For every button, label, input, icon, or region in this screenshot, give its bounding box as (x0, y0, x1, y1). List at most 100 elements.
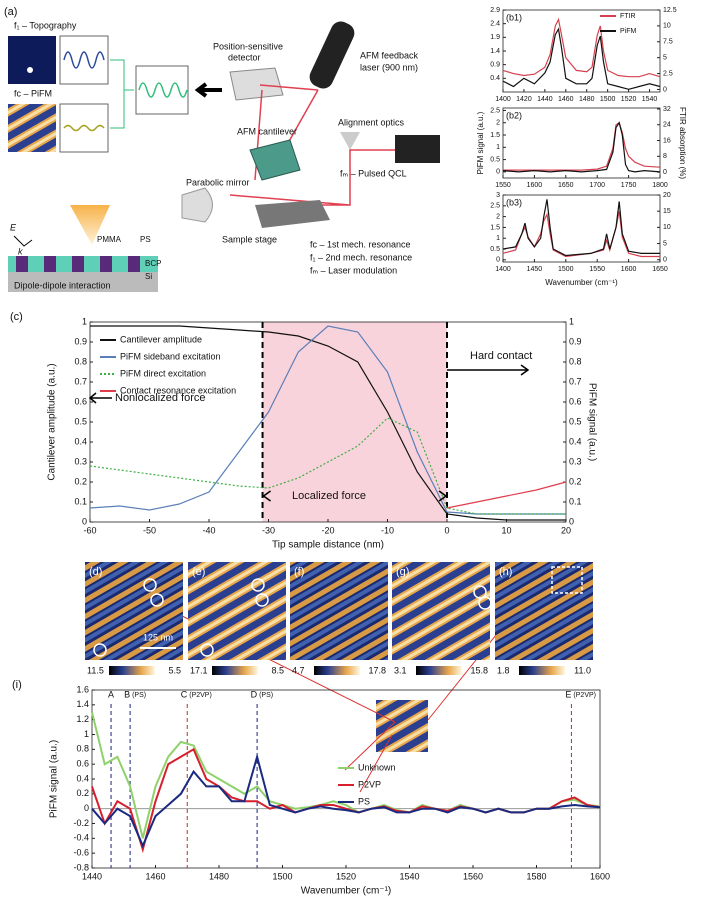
series-line (90, 325, 566, 521)
x-tick-label: -50 (143, 525, 156, 535)
y-axis-label: PiFM signal (a.u.) (476, 111, 485, 174)
y-tick-label: 0.9 (490, 62, 500, 69)
qcl (395, 135, 440, 163)
marker-note: (PS) (132, 692, 146, 699)
x-tick-label: 1520 (336, 871, 356, 881)
marker-note: (PS) (259, 692, 273, 699)
y-tick-label: -0.2 (73, 818, 89, 828)
x-tick-label: -30 (262, 525, 275, 535)
particle-marker (150, 593, 164, 607)
colorbar-max: 15.8 (470, 665, 488, 675)
y-tick-label: 0 (84, 803, 89, 813)
afm-image (188, 562, 286, 660)
inset-image (376, 700, 428, 752)
particle-marker (478, 596, 492, 610)
colorbar (519, 666, 565, 675)
y-tick-label: 0 (496, 169, 500, 176)
marker-label: B (124, 689, 130, 699)
y2-tick-label: 7.5 (663, 39, 673, 46)
detector (229, 67, 284, 101)
colorbar-max: 5.5 (168, 665, 181, 675)
particle-marker (473, 585, 487, 599)
y-tick-label: 1 (496, 144, 500, 151)
x-tick-label: 1420 (516, 96, 532, 103)
afm-image (495, 562, 593, 660)
y-tick-label: 1 (84, 729, 89, 739)
x-tick-label: -60 (83, 525, 96, 535)
panel-label: (c) (10, 311, 23, 323)
x-axis-label: Tip sample distance (nm) (272, 540, 384, 551)
x-tick-label: 10 (501, 525, 511, 535)
y-tick-label: 0.5 (74, 416, 87, 426)
x-tick-label: 1800 (652, 182, 668, 189)
y-tick-label: 0.5 (490, 156, 500, 163)
x-tick-label: 1440 (82, 871, 102, 881)
y-tick-label: 0.5 (490, 246, 500, 253)
y-tick-label: 0.6 (74, 396, 87, 406)
y2-tick-label: 0.9 (569, 336, 582, 346)
y2-tick-label: 0 (663, 257, 667, 264)
x-tick-label: 1700 (589, 182, 605, 189)
inset (159, 604, 501, 793)
label: Sample stage (222, 234, 277, 244)
wave (63, 124, 105, 132)
series-line (89, 417, 566, 515)
label: f₁ – 2nd mech. resonance (310, 252, 412, 262)
y2-tick-label: 5 (663, 55, 667, 62)
y-tick-label: 0 (496, 257, 500, 264)
colorbar (416, 666, 462, 675)
scale-bar-label: 125 nm (143, 632, 173, 642)
colorbar (109, 666, 155, 675)
x-tick-label: 1460 (558, 96, 574, 103)
y-tick-label: 2.4 (490, 21, 500, 28)
y-tick-label: 3 (496, 192, 500, 199)
y-tick-label: 1 (496, 235, 500, 242)
colorbar-min: 4.7 (292, 665, 305, 675)
particle-marker (255, 593, 269, 607)
y2-tick-label: 16 (663, 137, 671, 144)
y-tick-label: 1.2 (76, 714, 89, 724)
x-tick-label: 1650 (558, 182, 574, 189)
series-line (91, 712, 601, 839)
y2-axis-label: FTIR absorption (%) (678, 107, 687, 179)
label: AFM cantilever (237, 126, 297, 136)
y-tick-label: 0.4 (76, 773, 89, 783)
legend-label: Unknown (358, 762, 396, 772)
image (8, 104, 56, 152)
y-tick-label: 1.4 (76, 699, 89, 709)
label: f₁ – Topography (14, 20, 77, 30)
legend-label: PS (358, 796, 370, 806)
y2-tick-label: 0.8 (569, 356, 582, 366)
plot-frame (502, 194, 661, 263)
wave-box (59, 35, 109, 85)
x-tick-label: 1500 (600, 96, 616, 103)
wave-box (59, 103, 109, 153)
x-tick-label: 20 (561, 525, 571, 535)
y-tick-label: -0.8 (73, 862, 89, 872)
plot-frame (91, 689, 601, 869)
y2-tick-label: 0 (663, 169, 667, 176)
legend-label: Contact resonance excitation (120, 385, 236, 395)
series-line (502, 211, 660, 258)
x-tick-label: 1600 (590, 871, 610, 881)
y-tick-label: 0.9 (74, 336, 87, 346)
y-tick-label: 0.6 (76, 759, 89, 769)
y-tick-label: 0.2 (76, 788, 89, 798)
x-tick-label: 1440 (537, 96, 553, 103)
label: fₘ – Laser modulation (310, 265, 397, 275)
x-tick-label: -40 (202, 525, 215, 535)
y2-tick-label: 15 (663, 208, 671, 215)
y2-tick-label: 0.1 (569, 496, 582, 506)
label: BCP (145, 259, 161, 268)
y2-tick-label: 0.6 (569, 396, 582, 406)
legend-label: PiFM direct excitation (120, 368, 206, 378)
legend-label: FTIR (620, 13, 636, 20)
x-tick-label: 1540 (399, 871, 419, 881)
colorbar-min: 11.5 (87, 665, 104, 675)
y-tick-label: 2 (496, 120, 500, 127)
laser (309, 21, 355, 89)
marker-label: D (251, 689, 258, 699)
y-tick-label: 2.5 (490, 107, 500, 114)
